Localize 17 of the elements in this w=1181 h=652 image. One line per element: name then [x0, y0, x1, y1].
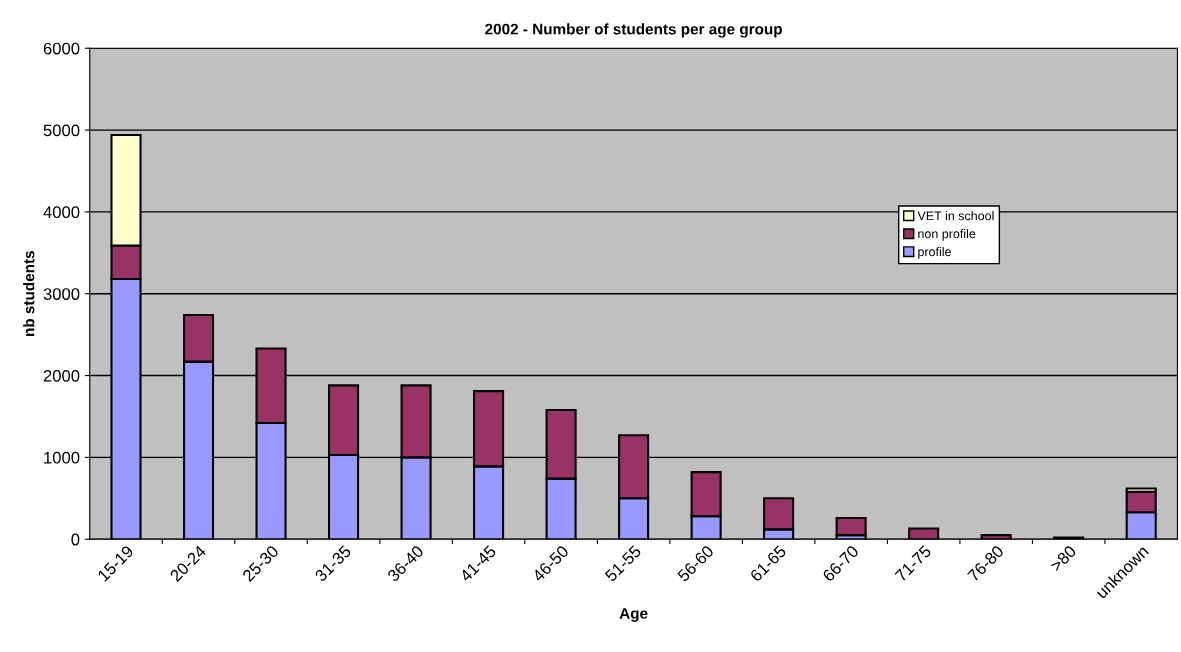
legend-label: VET in school — [917, 211, 994, 221]
y-tick-label: 1000 — [44, 451, 80, 464]
x-axis-title: Age — [619, 608, 648, 622]
y-tick-label: 6000 — [43, 42, 80, 55]
y-tick-label: 2000 — [43, 369, 80, 382]
y-axis-title: nb students — [23, 251, 35, 336]
chart-title: 2002 - Number of students per age group — [485, 23, 782, 38]
bar — [908, 527, 940, 540]
bar — [835, 516, 867, 537]
legend-label: profile — [918, 246, 951, 259]
x-tick-label: >80 — [1049, 544, 1077, 572]
legend-label: non profile — [918, 229, 976, 241]
y-tick-label: 5000 — [43, 124, 80, 137]
bar — [980, 534, 1012, 540]
y-tick-label: 3000 — [43, 288, 80, 300]
y-tick-label: 0 — [71, 533, 80, 546]
y-tick-label: 4000 — [43, 206, 80, 219]
